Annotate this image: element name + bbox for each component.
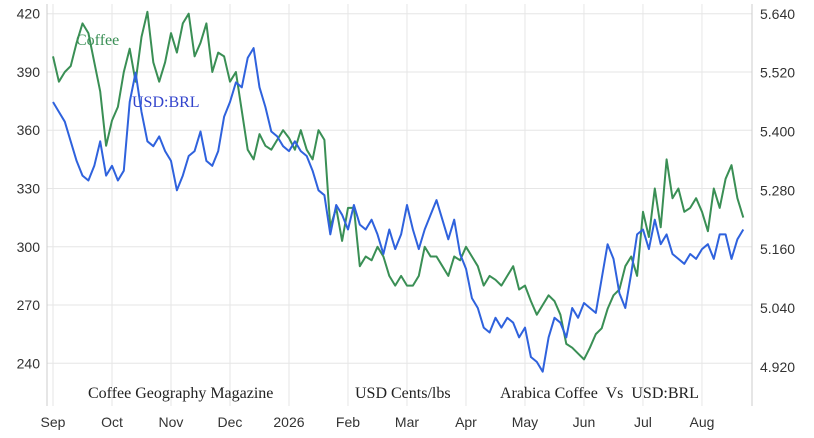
- left-y-tick-label: 420: [17, 6, 41, 22]
- annotation-units: USD Cents/lbs: [355, 385, 451, 402]
- right-y-tick-label: 5.640: [760, 6, 795, 22]
- series-line-usdbrl: [52, 47, 745, 373]
- vertical-gridlines: [52, 4, 703, 406]
- series-label-usdbrl: USD:BRL: [132, 94, 200, 111]
- left-y-tick-label: 300: [17, 239, 41, 255]
- x-tick-label: Jul: [634, 414, 652, 430]
- x-tick-label: Nov: [159, 414, 184, 430]
- x-tick-label: Jun: [573, 414, 596, 430]
- right-axis-ticks: 4.920 5.040 5.160 5.280 5.400 5.520 5.640: [760, 6, 795, 375]
- right-y-tick-label: 5.400: [760, 123, 795, 139]
- x-tick-label: Mar: [395, 414, 419, 430]
- left-y-tick-label: 240: [17, 355, 41, 371]
- annotation-title: Arabica Coffee Vs USD:BRL: [500, 385, 699, 402]
- x-axis-ticks: Sep Oct Nov Dec 2026 Feb Mar Apr May Jun Jul Aug: [41, 414, 715, 430]
- x-tick-label: Sep: [41, 414, 66, 430]
- series-label-coffee: Coffee: [76, 32, 119, 49]
- x-tick-label: Oct: [101, 414, 123, 430]
- left-axis-ticks: 240 270 300 330 360 390 420: [17, 6, 41, 372]
- left-y-tick-label: 390: [17, 64, 41, 80]
- left-y-tick-label: 330: [17, 180, 41, 196]
- right-y-tick-label: 5.520: [760, 65, 795, 81]
- left-y-tick-label: 360: [17, 122, 41, 138]
- horizontal-gridlines: [47, 13, 752, 364]
- series-line-coffee: [52, 10, 745, 361]
- right-y-tick-label: 5.160: [760, 241, 795, 257]
- x-tick-label: 2026: [273, 414, 304, 430]
- x-tick-label: Feb: [336, 414, 360, 430]
- right-y-tick-label: 4.920: [760, 359, 795, 375]
- annotation-magazine: Coffee Geography Magazine: [88, 385, 273, 402]
- right-y-tick-label: 5.040: [760, 300, 795, 316]
- x-tick-label: Aug: [689, 414, 714, 430]
- x-tick-label: Apr: [455, 414, 477, 430]
- series-lines: [52, 10, 745, 373]
- x-tick-label: Dec: [218, 414, 243, 430]
- right-y-tick-label: 5.280: [760, 182, 795, 198]
- left-y-tick-label: 270: [17, 297, 41, 313]
- x-tick-label: May: [512, 414, 538, 430]
